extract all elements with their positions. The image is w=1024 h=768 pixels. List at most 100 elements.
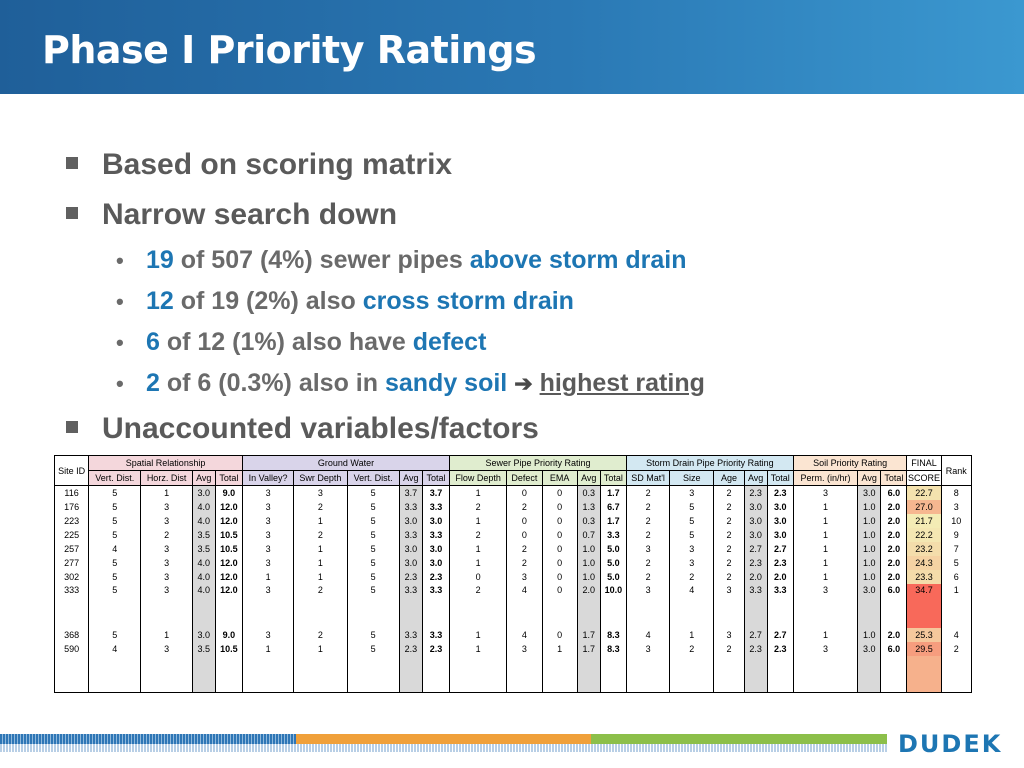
table-cell: 1.0 <box>857 570 882 584</box>
table-cell: 0 <box>541 556 578 570</box>
table-cell: 0 <box>541 514 578 528</box>
site-id-cell: 368 <box>53 628 90 642</box>
table-cell: 3 <box>625 542 671 556</box>
table-cell: 3.3 <box>398 628 423 642</box>
table-cell: 3.0 <box>857 584 882 628</box>
table-cell: 5 <box>88 485 142 500</box>
sub-bullet-count: 12 <box>146 287 174 315</box>
table-cell: 3 <box>140 542 193 556</box>
table-cell: 3 <box>241 485 295 500</box>
site-id-cell: 176 <box>53 500 90 514</box>
empty-cell <box>241 656 295 693</box>
table-cell: 5 <box>346 642 400 656</box>
table-cell: 2 <box>293 528 348 542</box>
table-cell: 1 <box>293 514 348 528</box>
sub-bullet-count: 6 <box>146 328 160 356</box>
table-cell: 1 <box>541 642 578 656</box>
table-cell: 3 <box>293 485 348 500</box>
column-header: Size <box>669 470 715 486</box>
table-cell: 3 <box>140 556 193 570</box>
table-cell: 3 <box>792 584 859 628</box>
empty-cell <box>449 656 508 693</box>
table-cell: 12.0 <box>214 584 243 628</box>
table-cell: 2 <box>625 514 671 528</box>
site-id-cell: 223 <box>53 514 90 528</box>
table-cell: 5 <box>346 528 400 542</box>
header-spatial-relationship: Spatial Relationship <box>88 455 243 471</box>
table-cell: 5 <box>669 528 715 542</box>
table-cell: 5 <box>669 500 715 514</box>
table-cell: 5 <box>346 514 400 528</box>
table-cell: 1.7 <box>576 628 601 642</box>
table-cell: 2 <box>713 642 745 656</box>
table-cell: 1 <box>449 514 508 528</box>
table-cell: 1 <box>449 556 508 570</box>
sub-bullet-tail: highest rating <box>539 369 705 397</box>
table-cell: 6.0 <box>880 485 908 500</box>
table-cell: 4 <box>506 584 543 628</box>
table-cell: 2.3 <box>743 556 768 570</box>
dot-bullet-icon: • <box>116 330 124 355</box>
table-cell: 0 <box>541 570 578 584</box>
table-cell: 3.0 <box>857 642 882 656</box>
sub-bullet-item: • 2 of 6 (0.3%) also in sandy soil ➔ hig… <box>60 363 960 404</box>
table-cell: 3.0 <box>398 542 423 556</box>
square-bullet-icon <box>66 421 78 433</box>
table-cell: 3 <box>241 556 295 570</box>
final-score-cell: 24.3 <box>906 556 942 570</box>
final-score-cell: 27.0 <box>906 500 942 514</box>
empty-cell <box>940 656 973 693</box>
final-score-cell: 25.3 <box>906 628 942 642</box>
table-cell: 3.3 <box>421 584 451 628</box>
table-cell: 3 <box>713 628 745 642</box>
footer-bar-green <box>591 734 887 744</box>
table-cell: 1 <box>241 642 295 656</box>
table-cell: 3.0 <box>191 628 216 642</box>
column-header: Swr Depth <box>293 470 348 486</box>
footer-bar-blue <box>0 734 296 744</box>
table-cell: 2.3 <box>766 642 794 656</box>
table-cell: 2.7 <box>743 628 768 642</box>
table-cell: 3.3 <box>398 528 423 542</box>
table-row: 225 5 2 3.5 10.5 3 2 5 3.3 3.3 2 0 0 0.7 3.3 2 5 2 3.0 3.0 1… <box>53 528 973 542</box>
table-cell: 6.7 <box>599 500 627 514</box>
table-cell: 2 <box>669 642 715 656</box>
table-empty-row <box>53 656 973 693</box>
column-header-score: SCORE <box>906 470 942 486</box>
empty-cell <box>857 656 882 693</box>
table-cell: 5 <box>88 570 142 584</box>
table-cell: 1 <box>449 542 508 556</box>
site-id-cell: 333 <box>53 584 90 628</box>
table-cell: 1 <box>669 628 715 642</box>
table-cell: 5.0 <box>599 556 627 570</box>
table-cell: 1 <box>792 542 859 556</box>
bullet-text: Narrow search down <box>102 198 398 231</box>
table-cell: 2.7 <box>766 542 794 556</box>
table-cell: 4 <box>88 642 142 656</box>
column-header: Total <box>880 470 908 486</box>
table-cell: 2.0 <box>743 570 768 584</box>
final-score-cell: 22.7 <box>906 485 942 500</box>
table-cell: 2.0 <box>880 514 908 528</box>
table-row: 277 5 3 4.0 12.0 3 1 5 3.0 3.0 1 2 0 1.0 5.0 2 3 2 2.3 2.3 1… <box>53 556 973 570</box>
table-cell: 4 <box>506 628 543 642</box>
sub-bullet-count: 2 <box>146 369 160 397</box>
bullet-text: Based on scoring matrix <box>102 148 453 181</box>
table-cell: 1 <box>241 570 295 584</box>
table-cell: 5 <box>346 584 400 628</box>
table-cell: 9.0 <box>214 628 243 642</box>
empty-cell <box>191 656 216 693</box>
sub-bullet-text: of 12 (1%) also have <box>159 328 413 356</box>
table-cell: 2.0 <box>880 500 908 514</box>
table-cell: 2 <box>449 528 508 542</box>
empty-cell <box>398 656 423 693</box>
table-cell: 5.0 <box>599 570 627 584</box>
rank-cell: 9 <box>940 528 973 542</box>
bullet-item: Based on scoring matrix <box>60 140 960 190</box>
table-cell: 1.7 <box>599 485 627 500</box>
final-score-cell: 34.7 <box>906 584 942 628</box>
table-cell: 12.0 <box>214 570 243 584</box>
table-cell: 2 <box>449 584 508 628</box>
column-header: Avg <box>398 470 423 486</box>
empty-cell <box>599 656 627 693</box>
